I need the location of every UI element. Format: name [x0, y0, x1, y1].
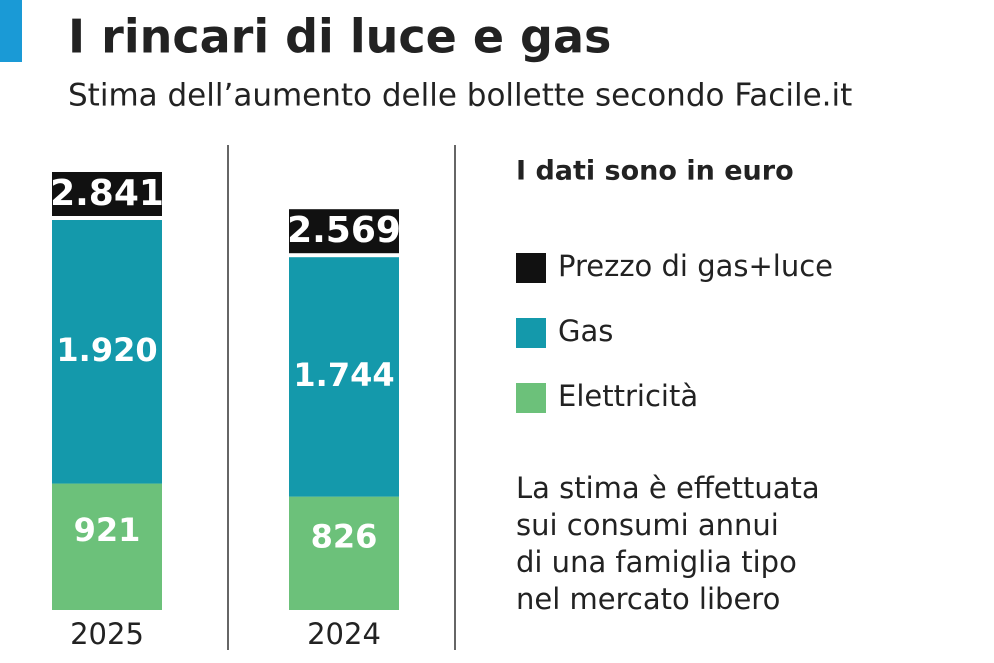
- bar-segment: [52, 220, 162, 484]
- total-box: [289, 209, 399, 254]
- legend-label: Elettricità: [558, 379, 698, 413]
- note-line: di una famiglia tipo: [516, 545, 797, 579]
- total-label: 2.841: [50, 173, 164, 214]
- legend-swatch: [516, 318, 546, 348]
- value-label: 826: [311, 517, 378, 555]
- chart-subtitle: Stima dell’aumento delle bollette second…: [68, 78, 852, 114]
- legend-label: Prezzo di gas+luce: [558, 249, 833, 283]
- x-tick-label: 2024: [307, 617, 381, 651]
- value-label: 1.744: [293, 356, 394, 394]
- chart-title: I rincari di luce e gas: [68, 10, 611, 64]
- legend-swatch: [516, 383, 546, 413]
- value-label: 921: [74, 511, 141, 549]
- accent-bar: [0, 0, 22, 62]
- bar-segment: [289, 496, 399, 610]
- note-line: sui consumi annui: [516, 508, 779, 542]
- x-tick-label: 2025: [70, 617, 144, 651]
- bar-segment: [52, 483, 162, 610]
- legend-swatch: [516, 253, 546, 283]
- value-label: 1.920: [56, 331, 157, 369]
- legend-label: Gas: [558, 314, 613, 348]
- total-label: 2.569: [287, 210, 401, 251]
- bar-segment: [289, 257, 399, 497]
- note-line: La stima è effettuata: [516, 471, 820, 505]
- note-line: nel mercato libero: [516, 582, 780, 616]
- total-box: [52, 172, 162, 216]
- legend-title: I dati sono in euro: [516, 156, 794, 187]
